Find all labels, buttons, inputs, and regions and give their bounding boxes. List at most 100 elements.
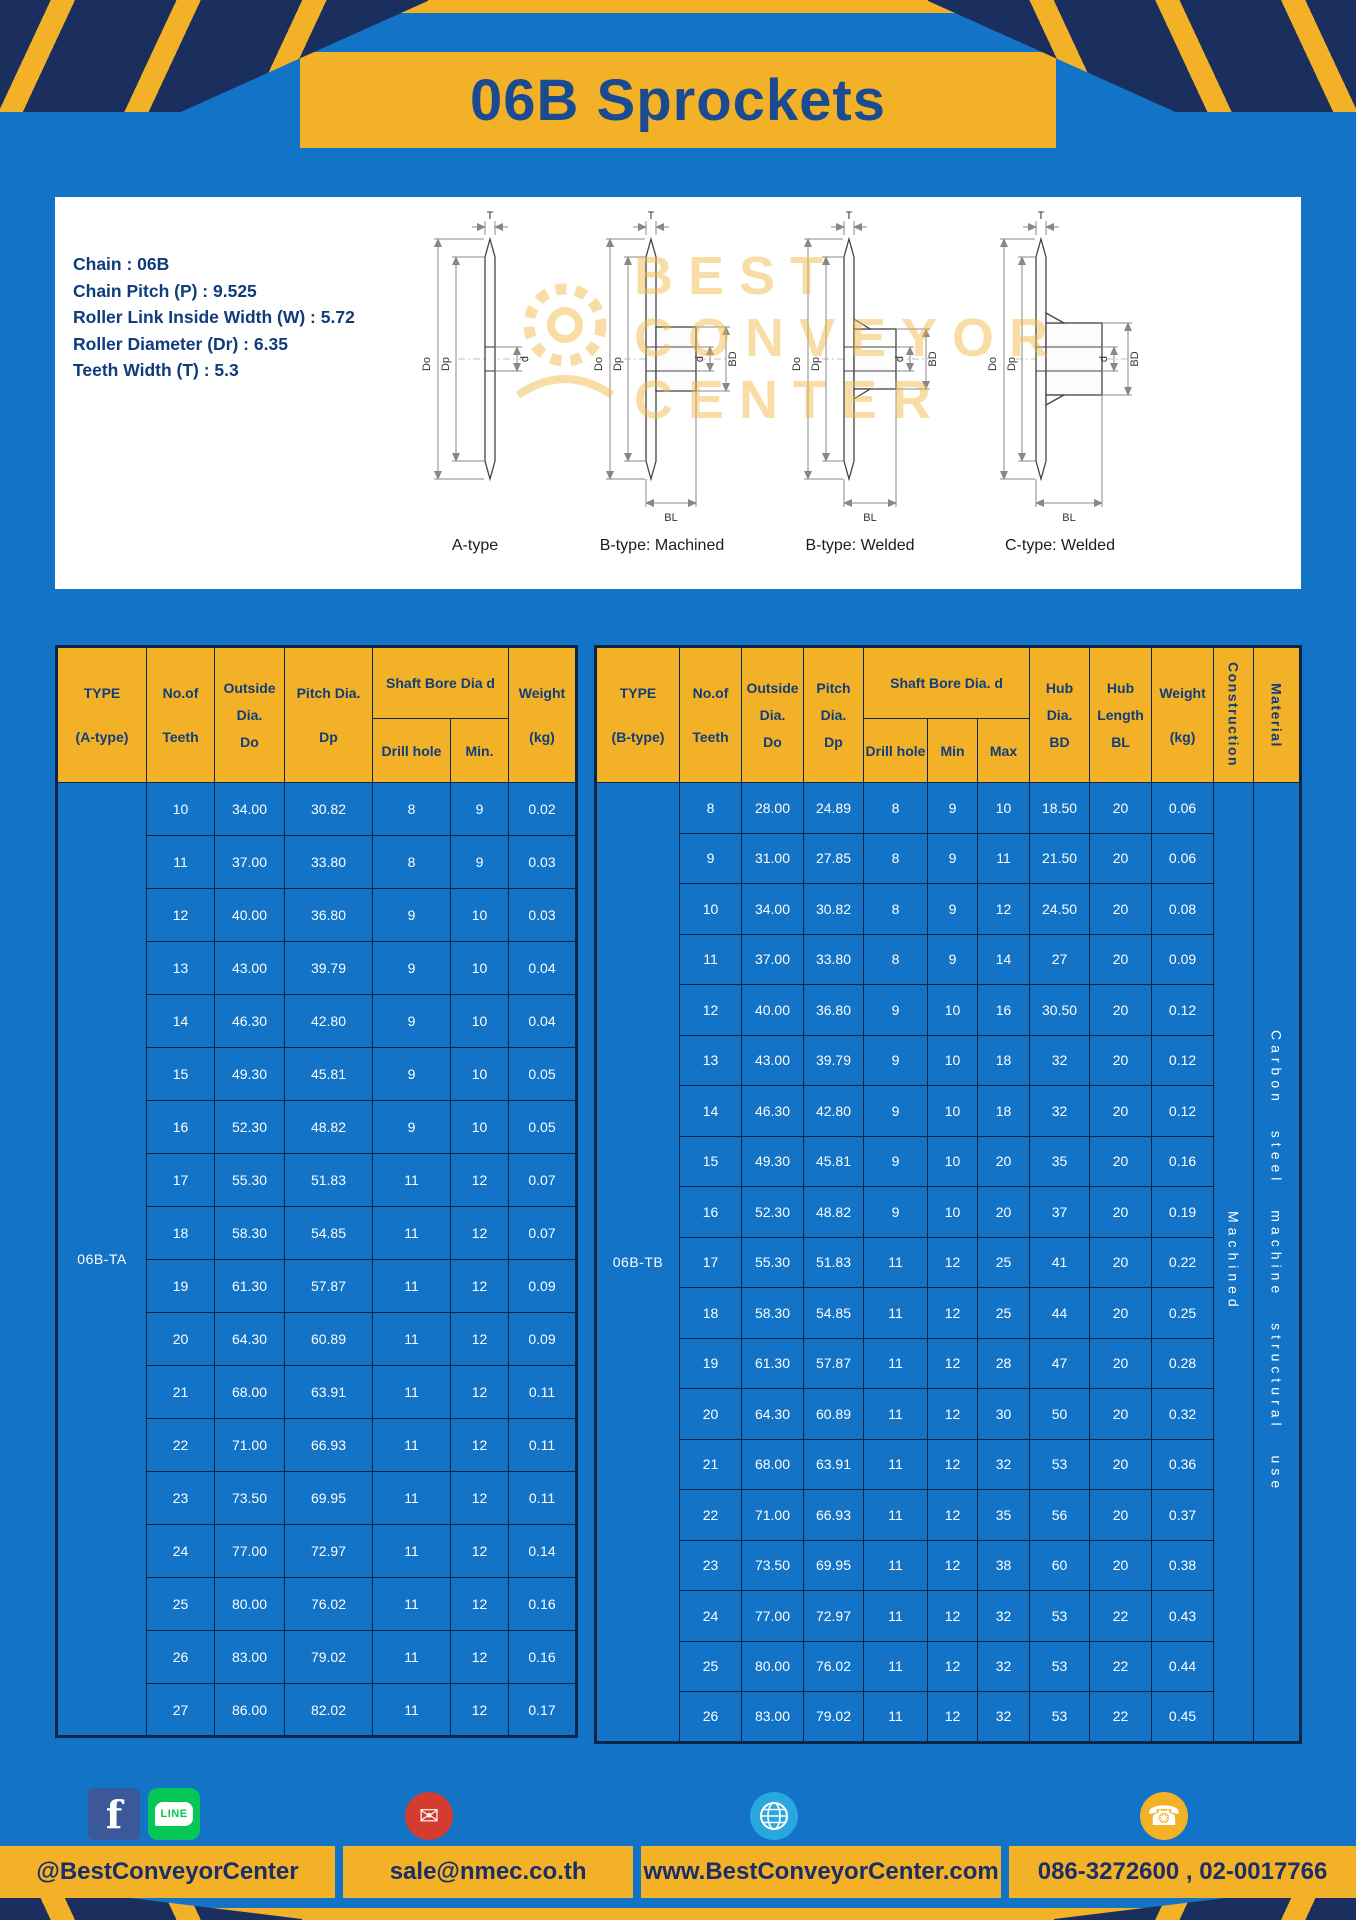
table-a-cell: 71.00 <box>214 1418 285 1472</box>
table-a-cell: 10 <box>450 1047 509 1101</box>
table-b-cell: 16 <box>976 984 1031 1036</box>
table-b-cell: 11 <box>863 1489 928 1541</box>
table-b-cell: 12 <box>927 1590 978 1642</box>
table-b-cell: 24.50 <box>1029 883 1091 935</box>
table-a-cell: 24 <box>146 1524 215 1578</box>
table-row: 21 68.00 63.91 11 12 0.11 <box>57 1365 577 1419</box>
phone-icon: ☎ <box>1140 1792 1188 1840</box>
table-b-cell: 0.37 <box>1151 1489 1215 1541</box>
table-b-cell: 51.83 <box>803 1236 864 1288</box>
table-a-cell: 12 <box>450 1471 509 1525</box>
table-row: 11 37.00 33.80 8 9 14 27 20 0.09 <box>596 933 1301 985</box>
table-row: 13 43.00 39.79 9 10 18 32 20 0.12 <box>596 1034 1301 1086</box>
diagram-label: B-type: Machined <box>599 537 725 554</box>
dim-label-do: Do <box>593 357 605 371</box>
table-a-cell: 39.79 <box>284 941 373 995</box>
table-b-cell: 16 <box>679 1186 742 1238</box>
table-b-cell: 9 <box>863 984 928 1036</box>
dim-label-dp: Dp <box>810 357 822 371</box>
table-b-cell: 30.82 <box>803 883 864 935</box>
table-a-cell: 16 <box>146 1100 215 1154</box>
table-b-cell: 63.91 <box>803 1438 864 1490</box>
table-a-cell: 11 <box>372 1683 451 1737</box>
table-b-cell: 39.79 <box>803 1034 864 1086</box>
table-b-cell: 77.00 <box>741 1590 804 1642</box>
table-b-cell: 17 <box>679 1236 742 1288</box>
dim-label-d: d <box>894 356 906 362</box>
table-b-cell: 58.30 <box>741 1287 804 1339</box>
table-b-cell: 20 <box>1089 1034 1153 1086</box>
table-b-cell: 83.00 <box>741 1691 804 1743</box>
table-a-cell: 64.30 <box>214 1312 285 1366</box>
table-b-cell: 18 <box>679 1287 742 1339</box>
table-a-cell: 12 <box>450 1683 509 1737</box>
table-row: 22 71.00 66.93 11 12 35 56 20 0.37 <box>596 1489 1301 1541</box>
table-a-cell: 19 <box>146 1259 215 1313</box>
table-b-cell: 14 <box>976 933 1031 985</box>
table-a-cell: 34.00 <box>214 782 285 836</box>
table-row: 27 86.00 82.02 11 12 0.17 <box>57 1683 577 1737</box>
col-header-drill-hole: Drill hole <box>863 718 928 783</box>
table-a-type: TYPE (A-type) No.of Teeth Outside Dia. Do Pi… <box>55 645 578 1738</box>
table-a-cell: 10 <box>450 888 509 942</box>
table-a-cell: 11 <box>372 1577 451 1631</box>
table-b-cell: 35 <box>976 1489 1031 1541</box>
col-header-type: TYPE (B-type) <box>595 646 680 783</box>
table-b-cell: 30.50 <box>1029 984 1091 1036</box>
table-a-cell: 83.00 <box>214 1630 285 1684</box>
table-b-cell: 11 <box>863 1539 928 1591</box>
table-b-cell: 52.30 <box>741 1186 804 1238</box>
footer-phone: 086-3272600 , 02-0017766 <box>1009 1846 1356 1898</box>
table-a-cell: 11 <box>372 1524 451 1578</box>
table-a-cell: 23 <box>146 1471 215 1525</box>
facebook-icon: f <box>88 1788 140 1840</box>
table-row: 23 73.50 69.95 11 12 0.11 <box>57 1471 577 1525</box>
table-b-cell: 12 <box>679 984 742 1036</box>
table-b-cell: 53 <box>1029 1640 1091 1692</box>
material-value: Carbon steel machine structural use <box>1253 782 1302 1743</box>
table-row: 15 49.30 45.81 9 10 20 35 20 0.16 <box>596 1135 1301 1187</box>
table-a-cell: 0.11 <box>508 1471 577 1525</box>
table-b-cell: 47 <box>1029 1337 1091 1389</box>
footer-website: www.BestConveyorCenter.com <box>641 1846 1002 1898</box>
diagram-b-type-welded: T Do Dp d BD BL B-type: Welded <box>774 209 946 581</box>
table-b-cell: 55.30 <box>741 1236 804 1288</box>
table-b-cell: 10 <box>679 883 742 935</box>
col-header-drill-hole: Drill hole <box>372 718 451 783</box>
col-header-min: Min. <box>450 718 509 783</box>
table-b-cell: 12 <box>976 883 1031 935</box>
table-b-cell: 32 <box>976 1691 1031 1743</box>
table-a-cell: 22 <box>146 1418 215 1472</box>
table-b-cell: 30 <box>976 1388 1031 1440</box>
table-b-cell: 23 <box>679 1539 742 1591</box>
table-b-cell: 11 <box>679 933 742 985</box>
table-b-cell: 11 <box>863 1388 928 1440</box>
table-b-cell: 20 <box>1089 1135 1153 1187</box>
table-a-cell: 0.05 <box>508 1100 577 1154</box>
table-b-cell: 53 <box>1029 1691 1091 1743</box>
table-b-cell: 43.00 <box>741 1034 804 1086</box>
table-a-cell: 55.30 <box>214 1153 285 1207</box>
table-b-cell: 69.95 <box>803 1539 864 1591</box>
table-a-cell: 0.07 <box>508 1153 577 1207</box>
col-header-hub-length: Hub Length BL <box>1089 646 1153 783</box>
col-header-weight: Weight (kg) <box>1151 646 1215 783</box>
table-b-cell: 10 <box>927 984 978 1036</box>
table-b-cell: 9 <box>927 782 978 834</box>
table-b-cell: 15 <box>679 1135 742 1187</box>
table-row: 23 73.50 69.95 11 12 38 60 20 0.38 <box>596 1539 1301 1591</box>
table-b-cell: 20 <box>1089 984 1153 1036</box>
table-b-cell: 25 <box>679 1640 742 1692</box>
table-a-cell: 10 <box>450 1100 509 1154</box>
table-b-cell: 22 <box>1089 1691 1153 1743</box>
table-b-cell: 54.85 <box>803 1287 864 1339</box>
table-row: 26 83.00 79.02 11 12 32 53 22 0.45 <box>596 1691 1301 1743</box>
table-a-cell: 80.00 <box>214 1577 285 1631</box>
table-b-cell: 12 <box>927 1337 978 1389</box>
table-a-cell: 9 <box>372 888 451 942</box>
bottom-accent-strip <box>0 1908 1356 1920</box>
table-b-cell: 31.00 <box>741 832 804 884</box>
table-a-cell: 9 <box>372 994 451 1048</box>
table-a-cell: 12 <box>450 1206 509 1260</box>
dim-label-do: Do <box>791 357 803 371</box>
